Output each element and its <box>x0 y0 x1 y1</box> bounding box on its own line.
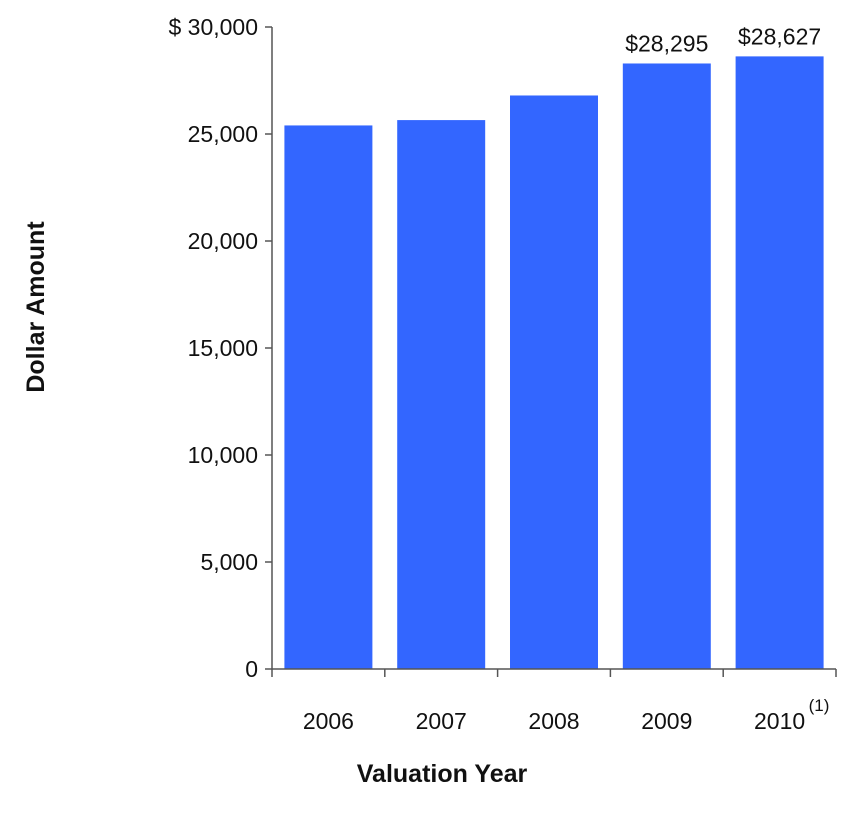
bars <box>284 56 824 670</box>
x-axis-title: Valuation Year <box>357 760 528 788</box>
bar-2008 <box>510 95 598 670</box>
y-tick-label: 0 <box>245 656 258 682</box>
footnote-marker: (1) <box>809 696 830 715</box>
y-tick-label: $ 30,000 <box>168 14 258 40</box>
x-tick-label-2008: 2008 <box>528 708 579 734</box>
bar-2010 <box>735 56 824 669</box>
x-tick-label-2009: 2009 <box>641 708 692 734</box>
data-label-2010: $28,627 <box>738 23 821 49</box>
data-label-2009: $28,295 <box>625 30 708 56</box>
x-axis-ticks: 2006 2007 2008 2009 2010(1) <box>271 669 837 734</box>
y-tick-label: 5,000 <box>200 549 258 575</box>
bar-2007 <box>397 120 486 670</box>
x-tick-label-2006: 2006 <box>303 708 354 734</box>
y-axis-ticks: 0 5,000 10,000 15,000 20,000 25,000 $ 30,000 <box>168 14 272 682</box>
y-tick-label: 15,000 <box>188 335 258 361</box>
y-tick-label: 25,000 <box>188 121 258 147</box>
data-labels: $28,295 $28,627 <box>625 23 821 56</box>
y-axis-title: Dollar Amount <box>22 221 50 393</box>
y-tick-label: 20,000 <box>188 228 258 254</box>
x-tick-label-2007: 2007 <box>416 708 467 734</box>
bar-2006 <box>284 125 373 669</box>
bar-2009 <box>622 63 711 669</box>
x-tick-label-2010: 2010 <box>754 708 805 734</box>
y-tick-label: 10,000 <box>188 442 258 468</box>
